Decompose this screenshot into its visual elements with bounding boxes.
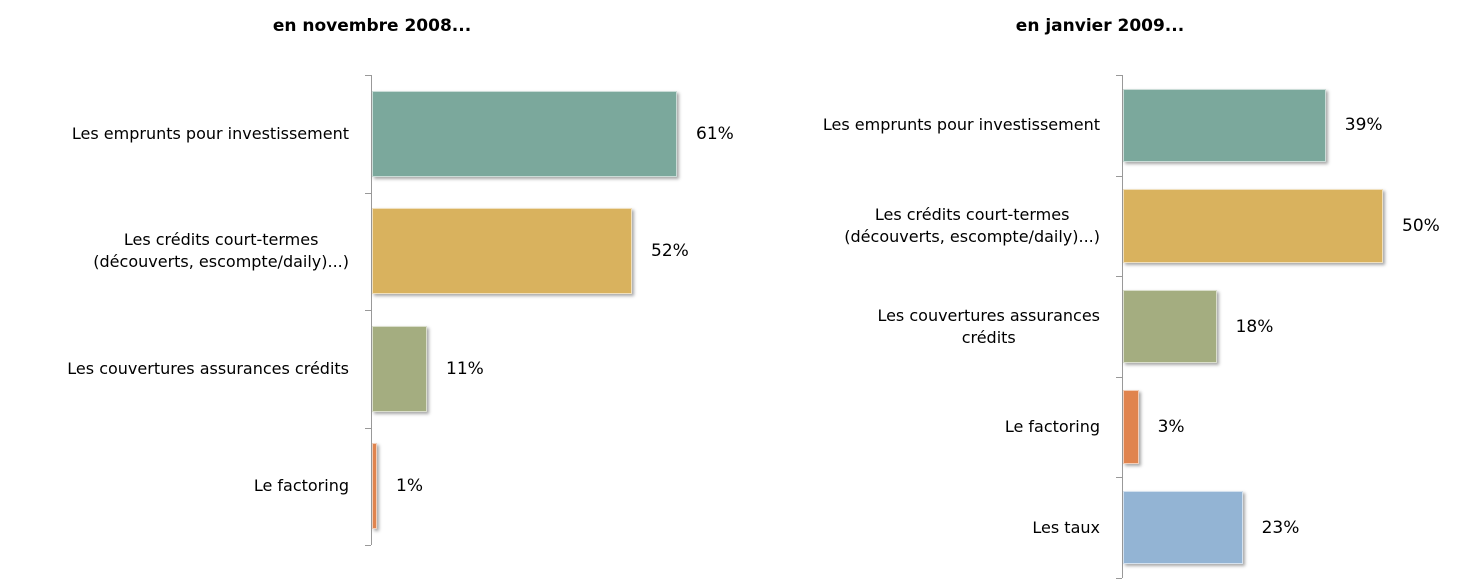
category-label: Les couvertures assurances crédits	[877, 305, 1100, 347]
bar	[372, 325, 427, 412]
axis-tick	[1116, 276, 1122, 278]
axis-tick	[365, 310, 371, 311]
chart-title: en novembre 2008...	[272, 16, 472, 36]
value-label: 50%	[1402, 215, 1440, 236]
bar	[1123, 390, 1139, 464]
value-label: 11%	[446, 358, 484, 379]
category-label: Les crédits court-termes (découverts, es…	[844, 204, 1100, 246]
value-label: 3%	[1157, 417, 1185, 438]
axis-line	[1122, 75, 1123, 578]
axis-tick	[1116, 175, 1122, 177]
category-label: Les emprunts pour investissement	[822, 115, 1100, 135]
category-label: Le factoring	[1004, 417, 1100, 437]
axis-tick	[1116, 75, 1122, 76]
chart-title: en janvier 2009...	[1015, 16, 1185, 36]
bar	[1123, 189, 1383, 263]
axis-tick	[365, 75, 371, 76]
category-label: Les couvertures assurances crédits	[67, 358, 349, 378]
category-label: Les crédits court-termes (découverts, es…	[93, 230, 349, 272]
bar	[1123, 289, 1217, 364]
bar	[372, 443, 377, 530]
axis-line	[371, 75, 372, 545]
axis-tick	[365, 427, 371, 429]
value-label: 1%	[396, 476, 423, 497]
axis-tick	[365, 545, 371, 546]
axis-tick	[365, 192, 371, 194]
bar	[1123, 490, 1243, 565]
axis-tick	[1116, 376, 1122, 378]
category-label: Le factoring	[253, 476, 349, 496]
category-label: Les emprunts pour investissement	[71, 123, 349, 143]
category-label: Les taux	[1032, 517, 1100, 537]
value-label: 23%	[1261, 517, 1300, 538]
bar	[372, 208, 632, 295]
axis-tick	[1116, 578, 1122, 579]
value-label: 39%	[1344, 115, 1383, 136]
bar	[372, 90, 677, 177]
value-label: 18%	[1235, 316, 1274, 337]
value-label: 61%	[696, 123, 734, 144]
bar	[1123, 88, 1326, 163]
value-label: 52%	[651, 241, 689, 262]
axis-tick	[1116, 477, 1122, 479]
